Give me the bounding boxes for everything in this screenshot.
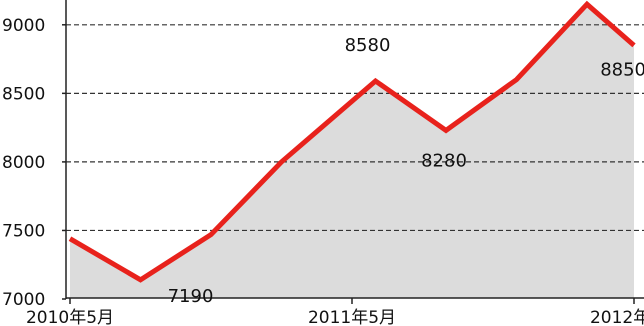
data-label-2012-05: 8850 bbox=[600, 59, 644, 80]
y-tick-label-9000: 9000 bbox=[2, 16, 45, 36]
x-tick-label-2: 2012年5月 bbox=[590, 308, 644, 326]
x-tick-label-0: 2010年5月 bbox=[26, 308, 114, 326]
y-tick-label-7500: 7500 bbox=[2, 221, 45, 241]
data-label-2011-09: 8280 bbox=[421, 150, 467, 171]
y-tick-label-7000: 7000 bbox=[2, 290, 45, 310]
series-line bbox=[68, 0, 636, 283]
series-area-fill bbox=[70, 4, 634, 298]
y-tick-label-8000: 8000 bbox=[2, 153, 45, 173]
data-label-2010-08: 7190 bbox=[168, 286, 214, 307]
data-label-2012-03: 9150 bbox=[552, 0, 598, 3]
y-tick-label-8500: 8500 bbox=[2, 84, 45, 104]
x-tick-label-1: 2011年5月 bbox=[308, 308, 396, 326]
data-label-2011-06: 8580 bbox=[345, 35, 391, 56]
